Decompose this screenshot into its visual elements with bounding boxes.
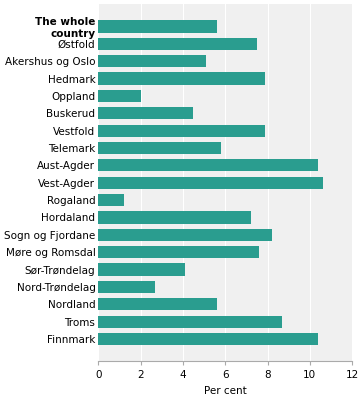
Bar <box>98 72 265 85</box>
Bar <box>98 281 155 293</box>
Bar <box>98 229 272 241</box>
Bar <box>98 333 318 345</box>
Bar <box>98 55 206 67</box>
Bar <box>98 177 323 189</box>
Bar <box>98 20 217 32</box>
Bar <box>98 124 265 137</box>
Bar <box>98 194 123 206</box>
Bar <box>98 90 140 102</box>
Bar <box>98 316 282 328</box>
Bar <box>98 246 259 258</box>
Bar <box>98 298 217 310</box>
Bar <box>98 211 250 224</box>
Bar <box>98 264 185 276</box>
Bar <box>98 142 221 154</box>
Bar <box>98 107 193 119</box>
Bar <box>98 38 257 50</box>
X-axis label: Per cent: Per cent <box>204 386 246 396</box>
Bar <box>98 159 318 172</box>
